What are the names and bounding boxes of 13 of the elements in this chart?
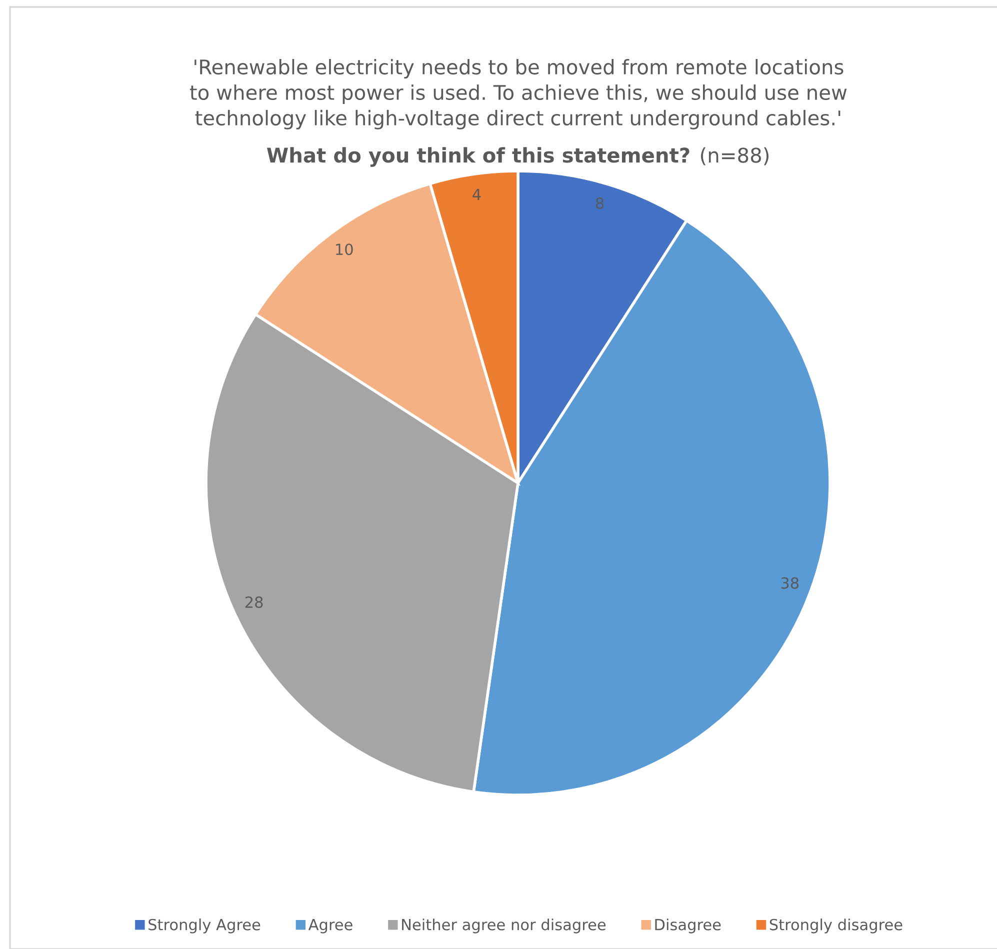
legend-label: Strongly Agree — [148, 918, 260, 934]
chart-title: 'Renewable electricity needs to be moved from remote locations to where most power is used. To achieve this, we should use new technology like high-voltage direct current underground cables.' — [190, 59, 847, 130]
data-label: 4 — [472, 188, 481, 200]
data-label: 10 — [336, 244, 353, 256]
data-label: 8 — [596, 197, 604, 210]
text: (n=88) — [700, 147, 768, 166]
data-label: 38 — [781, 577, 799, 589]
legend-label: Agree — [308, 919, 352, 934]
legend-label: Strongly disagree — [770, 918, 902, 934]
data-label: 28 — [245, 596, 263, 608]
legend-label: Neither agree nor disagree — [402, 918, 606, 934]
legend-label: Disagree — [655, 918, 721, 934]
chart-subtitle: What do you think of this statement? — [266, 147, 690, 167]
